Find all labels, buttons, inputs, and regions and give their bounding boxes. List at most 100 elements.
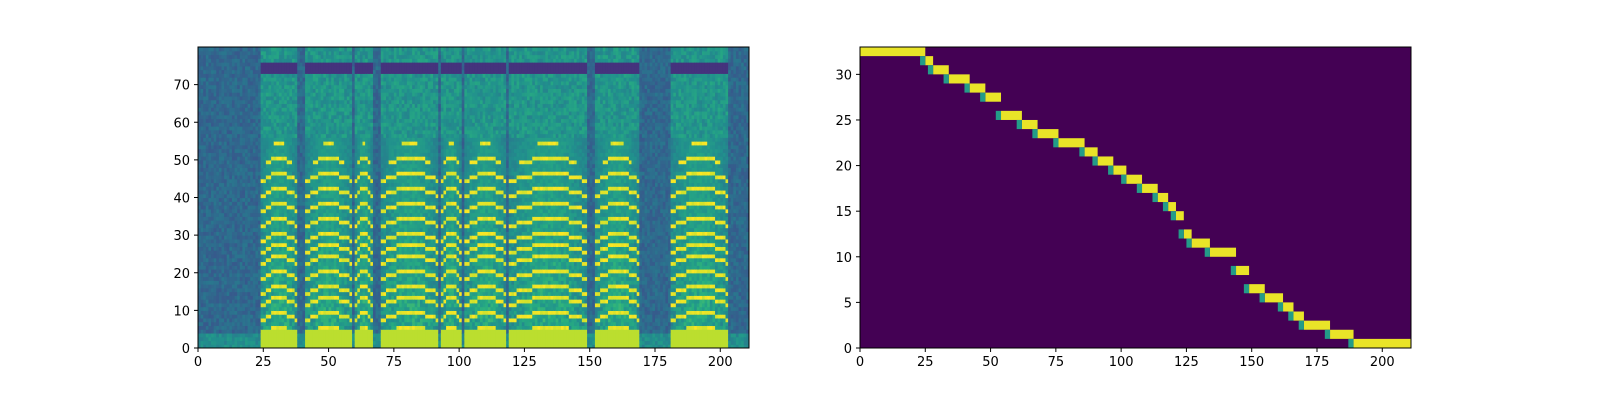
spectrogram-cell xyxy=(297,73,301,78)
spectrogram-cell xyxy=(286,107,290,112)
spectrogram-cell xyxy=(258,92,262,97)
spectrogram-cell xyxy=(281,329,285,334)
spectrogram-cell xyxy=(231,156,236,161)
spectrogram-cell xyxy=(224,332,228,338)
spectrogram-cell xyxy=(286,257,290,263)
spectrogram-cell xyxy=(198,246,202,251)
spectrogram-cell xyxy=(203,329,207,334)
spectrogram-cell xyxy=(200,261,204,266)
spectrogram-cell xyxy=(346,62,351,67)
spectrogram-cell xyxy=(284,287,288,293)
spectrogram-cell xyxy=(276,186,280,191)
spectrogram-cell xyxy=(263,208,267,214)
spectrogram-cell xyxy=(239,314,243,319)
spectrogram-cell xyxy=(346,129,351,135)
spectrogram-cell xyxy=(320,133,324,138)
spectrogram-cell xyxy=(294,299,298,304)
spectrogram-cell xyxy=(265,265,270,270)
spectrogram-cell xyxy=(318,250,322,255)
spectrogram-cell xyxy=(258,197,262,202)
spectrogram-cell xyxy=(307,238,311,244)
spectrogram-cell xyxy=(318,272,322,278)
spectrogram-cell xyxy=(200,284,204,289)
spectrogram-cell xyxy=(268,208,272,214)
spectrogram-cell xyxy=(354,201,358,206)
spectrogram-cell xyxy=(203,208,207,214)
spectrogram-cell xyxy=(320,65,324,71)
spectrogram-cell xyxy=(286,47,290,52)
spectrogram-cell xyxy=(302,325,306,330)
spectrogram-cell xyxy=(255,84,259,89)
spectrogram-cell xyxy=(237,141,241,146)
spectrogram-cell xyxy=(333,299,338,304)
spectrogram-cell xyxy=(205,306,210,311)
spectrogram-cell xyxy=(328,220,332,225)
spectrogram-cell xyxy=(229,163,233,168)
spectrogram-cell xyxy=(224,340,228,345)
spectrogram-cell xyxy=(237,95,241,101)
spectrogram-cell xyxy=(242,50,246,56)
spectrogram-cell xyxy=(302,268,306,274)
spectrogram-cell xyxy=(258,325,262,330)
spectrogram-cell xyxy=(328,80,332,86)
spectrogram-cell xyxy=(352,261,356,266)
spectrogram-cell xyxy=(297,223,301,229)
spectrogram-cell xyxy=(242,257,246,263)
spectrogram-cell xyxy=(260,137,264,142)
spectrogram-cell xyxy=(292,336,296,342)
spectrogram-cell xyxy=(273,268,277,274)
spectrogram-cell xyxy=(273,126,277,131)
spectrogram-cell xyxy=(211,280,215,285)
spectrogram-cell xyxy=(260,65,264,71)
spectrogram-cell xyxy=(231,62,236,67)
spectrogram-cell xyxy=(242,159,246,165)
spectrogram-cell xyxy=(218,216,223,221)
spectrogram-cell xyxy=(331,287,335,293)
spectrogram-cell xyxy=(245,54,249,59)
spectrogram-cell xyxy=(289,178,293,184)
spectrogram-cell xyxy=(242,287,246,293)
spectrogram-cell xyxy=(354,114,358,120)
spectrogram-cell xyxy=(336,159,340,165)
spectrogram-cell xyxy=(339,208,343,214)
spectrogram-cell xyxy=(312,235,317,240)
spectrogram-cell xyxy=(286,317,290,323)
spectrogram-cell xyxy=(252,84,257,89)
spectrogram-cell xyxy=(307,95,311,101)
spectrogram-cell xyxy=(203,126,207,131)
spectrogram-cell xyxy=(234,287,238,293)
spectrogram-cell xyxy=(258,314,262,319)
spectrogram-cell xyxy=(320,114,324,120)
spectrogram-cell xyxy=(352,65,356,71)
spectrogram-cell xyxy=(352,329,356,334)
spectrogram-cell xyxy=(260,261,264,266)
spectrogram-cell xyxy=(349,182,353,187)
spectrogram-cell xyxy=(218,201,223,206)
spectrogram-cell xyxy=(284,144,288,150)
spectrogram-cell xyxy=(310,325,314,330)
spectrogram-cell xyxy=(265,58,270,63)
spectrogram-cell xyxy=(318,126,322,131)
spectrogram-cell xyxy=(297,336,301,342)
spectrogram-cell xyxy=(323,340,327,345)
spectrogram-cell xyxy=(336,110,340,116)
spectrogram-cell xyxy=(224,314,228,319)
spectrogram-cell xyxy=(292,189,296,195)
spectrogram-cell xyxy=(325,344,330,348)
spectrogram-cell xyxy=(341,141,345,146)
spectrogram-cell xyxy=(341,265,345,270)
spectrogram-cell xyxy=(302,231,306,236)
spectrogram-cell xyxy=(218,325,223,330)
spectrogram-cell xyxy=(250,107,254,112)
spectrogram-cell xyxy=(200,227,204,232)
spectrogram-cell xyxy=(198,336,202,342)
spectrogram-cell xyxy=(310,84,314,89)
spectrogram-cell xyxy=(315,276,319,281)
spectrogram-cell xyxy=(216,110,220,116)
spectrogram-cell xyxy=(255,186,259,191)
spectrogram-cell xyxy=(260,306,264,311)
spectrogram-cell xyxy=(200,137,204,142)
spectrogram-cell xyxy=(299,268,304,274)
spectrogram-cell xyxy=(320,268,324,274)
spectrogram-cell xyxy=(258,265,262,270)
